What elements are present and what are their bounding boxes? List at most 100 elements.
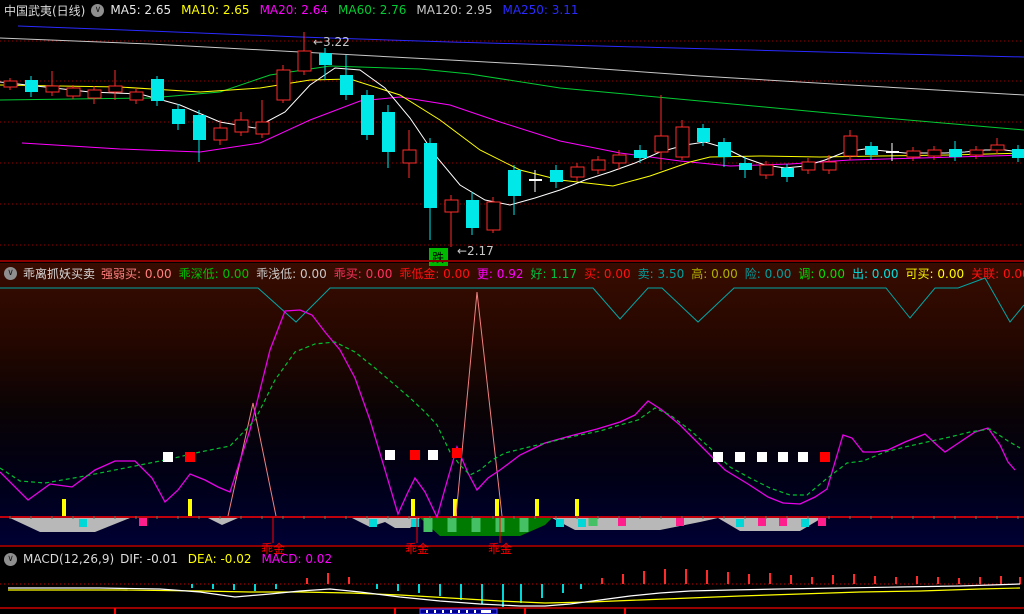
green-bar bbox=[519, 518, 529, 532]
candle-body-down bbox=[550, 170, 563, 182]
marker-square bbox=[757, 452, 767, 462]
legend-item: MA250: 3.11 bbox=[502, 3, 579, 17]
ma-line-ma120 bbox=[0, 37, 1024, 96]
marker-square bbox=[713, 452, 723, 462]
candle-body-up bbox=[843, 135, 858, 157]
marker-square bbox=[820, 452, 830, 462]
candle-body-down bbox=[319, 53, 332, 65]
legend-item: 更: 0.92 bbox=[476, 266, 524, 281]
baseline-square bbox=[818, 518, 826, 526]
candle-body-up bbox=[906, 150, 921, 158]
green-bar bbox=[588, 518, 598, 526]
legend-item: 买: 0.00 bbox=[584, 266, 631, 281]
candle-body-up bbox=[759, 164, 774, 176]
price-annotation: ←2.17 bbox=[457, 244, 494, 258]
legend-item: 强弱买: 0.00 bbox=[101, 266, 172, 281]
baseline-square bbox=[139, 518, 147, 526]
baseline-square bbox=[556, 519, 564, 527]
legend-item: MA5: 2.65 bbox=[110, 3, 172, 17]
collapse-chevron-icon[interactable]: ∨ bbox=[4, 266, 17, 280]
candle-body-down bbox=[865, 146, 878, 155]
legend-item: 乖低金: 0.00 bbox=[399, 266, 470, 281]
dea-line bbox=[8, 587, 1021, 604]
indicator-panel-header: ∨ 乖离抓妖买卖 强弱买: 0.00 乖深低: 0.00 乖浅低: 0.00 乖买: … bbox=[0, 263, 1024, 283]
date-box-mark bbox=[442, 610, 444, 613]
baseline-square bbox=[618, 518, 626, 526]
candle-body-up bbox=[675, 126, 690, 158]
candle-body-up bbox=[969, 149, 984, 156]
baseline-square bbox=[758, 518, 766, 526]
legend-item: DEA: -0.02 bbox=[187, 552, 252, 566]
signal-label: 乖金 bbox=[488, 541, 512, 556]
legend-item: 险: 0.00 bbox=[744, 266, 792, 281]
candle-body-up bbox=[402, 149, 417, 164]
indicator-legend: 强弱买: 0.00 乖深低: 0.00 乖浅低: 0.00 乖买: 0.00 乖低金: … bbox=[101, 265, 1024, 282]
marker-square bbox=[428, 450, 438, 460]
signal-label: 乖金 bbox=[405, 541, 429, 556]
baseline-square bbox=[676, 518, 684, 526]
candle-body-up bbox=[87, 89, 102, 99]
date-box-mark bbox=[434, 610, 436, 613]
green-bar bbox=[423, 518, 433, 532]
indicator-line-alert-zigzag bbox=[0, 277, 1024, 323]
indicator-fill bbox=[420, 518, 552, 536]
ma-line-ma10 bbox=[0, 78, 1024, 187]
yellow-signal-bar bbox=[575, 499, 579, 516]
candle-body-up bbox=[3, 80, 18, 88]
candle-body-down bbox=[424, 143, 437, 208]
candle-body-up bbox=[570, 166, 585, 178]
candle-body-up bbox=[801, 161, 816, 171]
ma-line-ma250 bbox=[17, 25, 1024, 58]
candle-body-down bbox=[193, 115, 206, 140]
yellow-signal-bar bbox=[535, 499, 539, 516]
yellow-signal-bar bbox=[62, 499, 66, 516]
candle-body-up bbox=[234, 119, 249, 133]
baseline-square bbox=[369, 519, 377, 527]
legend-item: 调: 0.00 bbox=[798, 266, 845, 281]
candle-body-down bbox=[718, 142, 731, 157]
legend-item: MACD: 0.02 bbox=[261, 552, 333, 566]
candle-body-up bbox=[444, 199, 459, 213]
marker-square bbox=[452, 448, 462, 458]
candle-body-up bbox=[612, 154, 627, 164]
baseline-square bbox=[79, 519, 87, 527]
legend-item: 出: 0.00 bbox=[851, 266, 899, 281]
candle-body-down bbox=[340, 75, 353, 95]
yellow-signal-bar bbox=[453, 499, 457, 516]
signal-label: 乖金 bbox=[261, 541, 285, 556]
baseline-square bbox=[411, 519, 419, 527]
indicator-fill bbox=[552, 518, 718, 530]
candle-body-up bbox=[927, 149, 942, 157]
legend-item: 高: 0.00 bbox=[691, 266, 738, 281]
legend-item: MA60: 2.76 bbox=[338, 3, 407, 17]
dif-line bbox=[8, 583, 1021, 607]
main-chart-header: 中国武夷(日线) ∨ MA5: 2.65 MA10: 2.65 MA20: 2.64… bbox=[0, 0, 1024, 20]
candle-body-down bbox=[1012, 149, 1024, 158]
marker-square bbox=[385, 450, 395, 460]
candle-body-up bbox=[276, 69, 291, 101]
stock-title: 中国武夷(日线) bbox=[4, 3, 86, 18]
date-box-mark bbox=[481, 610, 491, 613]
price-annotation: ←3.22 bbox=[313, 35, 350, 49]
legend-item: 乖浅低: 0.00 bbox=[256, 266, 327, 281]
candle-body-up bbox=[990, 144, 1005, 151]
candle-body-up bbox=[108, 85, 123, 93]
candle-body-down bbox=[25, 80, 38, 92]
candle-body-down bbox=[508, 170, 521, 196]
legend-item: 可买: 0.00 bbox=[905, 266, 965, 281]
candle-body-down bbox=[361, 95, 374, 135]
date-box-mark bbox=[458, 610, 460, 613]
candle-body-up bbox=[822, 161, 837, 171]
date-box-mark bbox=[426, 610, 428, 613]
date-box-mark bbox=[450, 610, 452, 613]
candle-body-up bbox=[591, 159, 606, 171]
indicator-panel-background bbox=[0, 263, 1024, 546]
collapse-chevron-icon[interactable]: ∨ bbox=[91, 3, 105, 17]
collapse-chevron-icon[interactable]: ∨ bbox=[4, 552, 17, 566]
legend-item: 好: 1.17 bbox=[530, 266, 578, 281]
candle-body-up bbox=[129, 91, 144, 101]
ma-line-ma60 bbox=[0, 65, 1024, 131]
candle-body-down bbox=[151, 79, 164, 101]
